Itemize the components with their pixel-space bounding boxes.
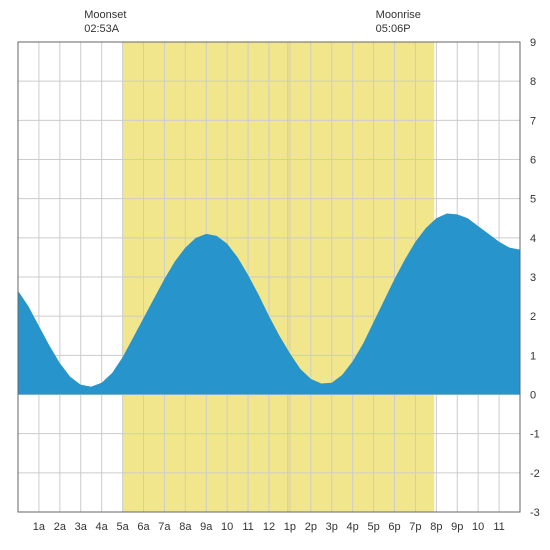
svg-text:2: 2	[530, 311, 536, 323]
moonset-annotation: Moonset 02:53A	[84, 8, 126, 36]
moonrise-annotation: Moonrise 05:06P	[376, 8, 421, 36]
svg-text:0: 0	[530, 390, 536, 402]
svg-text:-1: -1	[530, 429, 540, 441]
svg-text:9: 9	[530, 37, 536, 49]
svg-text:3: 3	[530, 272, 536, 284]
svg-text:8p: 8p	[430, 521, 442, 533]
svg-text:5a: 5a	[116, 521, 129, 533]
svg-text:3p: 3p	[326, 521, 338, 533]
svg-text:9p: 9p	[451, 521, 463, 533]
svg-text:1: 1	[530, 350, 536, 362]
svg-text:1a: 1a	[33, 521, 46, 533]
chart-svg: 1a2a3a4a5a6a7a8a9a1011121p2p3p4p5p6p7p8p…	[0, 0, 550, 550]
svg-text:4a: 4a	[96, 521, 109, 533]
svg-text:11: 11	[242, 521, 253, 533]
svg-text:10: 10	[472, 521, 484, 533]
svg-text:7p: 7p	[409, 521, 421, 533]
svg-text:3a: 3a	[75, 521, 88, 533]
moonrise-time: 05:06P	[376, 22, 421, 36]
svg-text:12: 12	[263, 521, 275, 533]
svg-text:2a: 2a	[54, 521, 67, 533]
svg-text:2p: 2p	[305, 521, 317, 533]
moonset-label: Moonset	[84, 8, 126, 22]
svg-text:6a: 6a	[137, 521, 150, 533]
svg-text:7a: 7a	[158, 521, 171, 533]
svg-text:-2: -2	[530, 468, 540, 480]
svg-text:4p: 4p	[347, 521, 359, 533]
svg-text:6: 6	[530, 155, 536, 167]
svg-text:4: 4	[530, 233, 536, 245]
svg-text:1p: 1p	[284, 521, 296, 533]
moonset-time: 02:53A	[84, 22, 126, 36]
svg-text:7: 7	[530, 115, 536, 127]
svg-text:9a: 9a	[200, 521, 213, 533]
svg-text:10: 10	[221, 521, 233, 533]
svg-text:-3: -3	[530, 507, 540, 519]
svg-text:11: 11	[493, 521, 504, 533]
svg-text:8a: 8a	[179, 521, 192, 533]
tide-chart: 1a2a3a4a5a6a7a8a9a1011121p2p3p4p5p6p7p8p…	[0, 0, 550, 550]
svg-text:5p: 5p	[367, 521, 379, 533]
moonrise-label: Moonrise	[376, 8, 421, 22]
svg-text:6p: 6p	[388, 521, 400, 533]
svg-text:8: 8	[530, 76, 536, 88]
svg-text:5: 5	[530, 194, 536, 206]
